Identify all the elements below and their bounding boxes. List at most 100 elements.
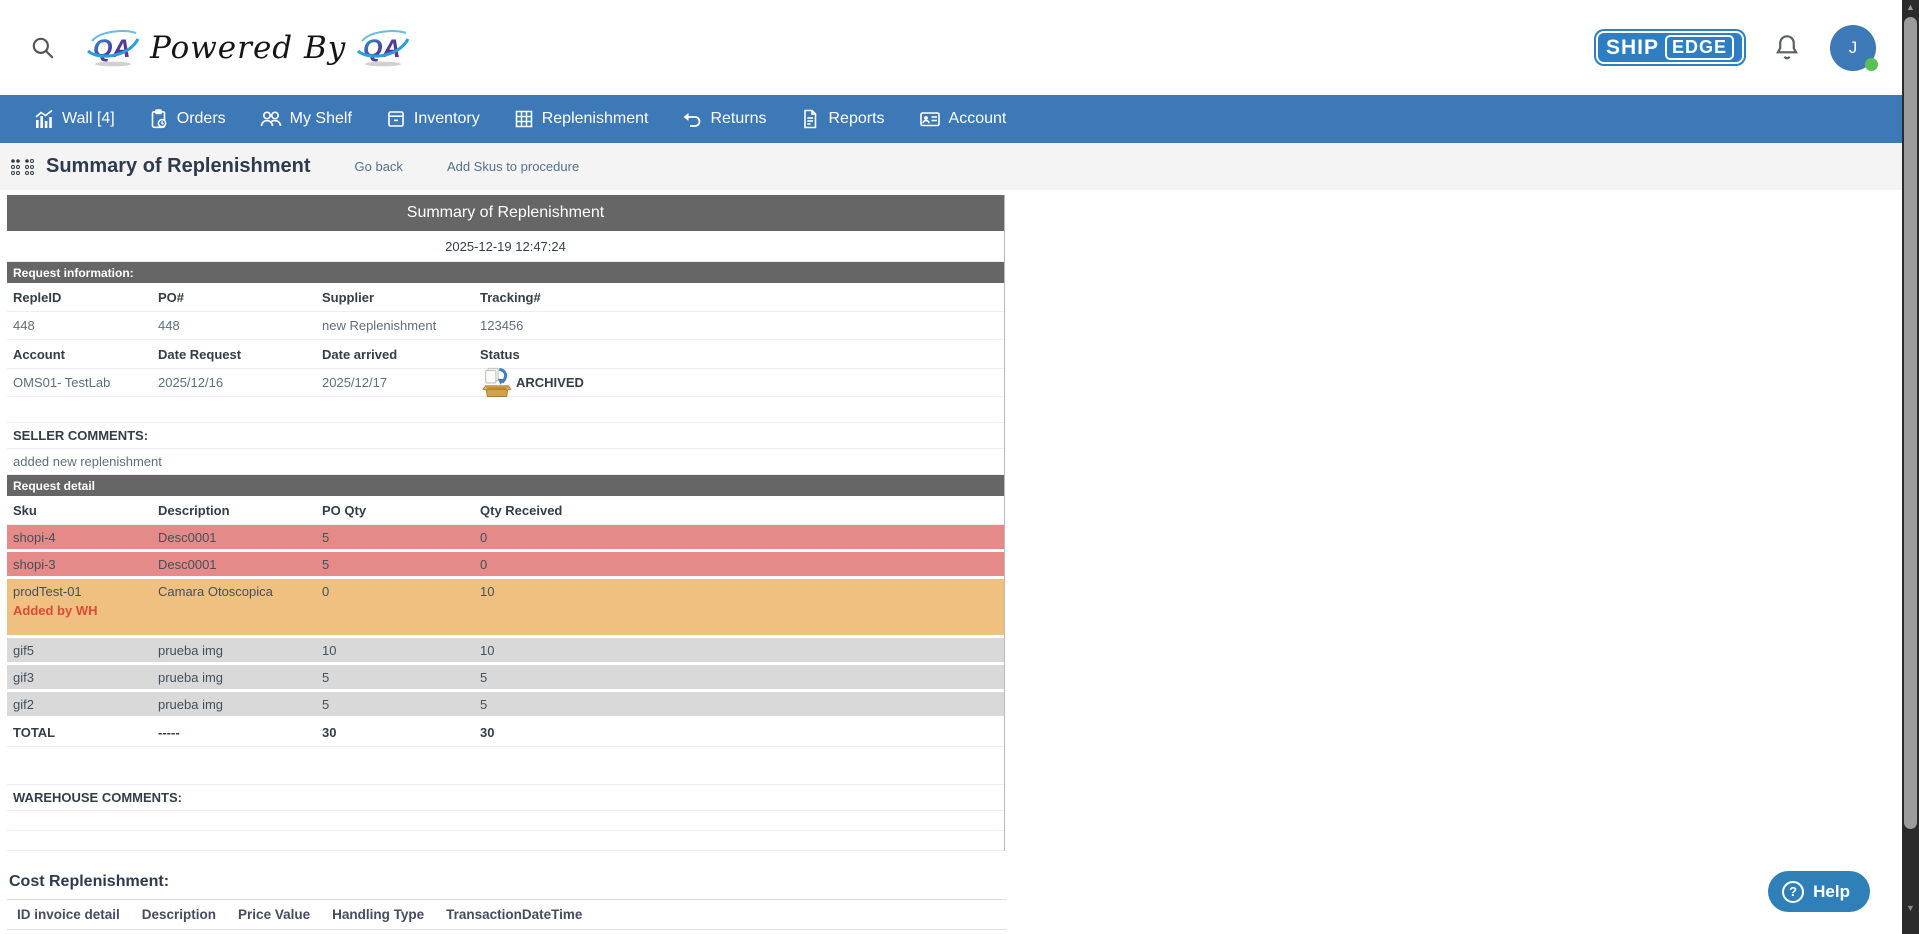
brand-logo: QA Powered By QA [86, 27, 410, 69]
request-info-value-row: 448 448 new Replenishment 123456 [7, 312, 1004, 340]
sku-cell: prodTest-01 Added by WH [7, 584, 152, 618]
description-cell: Camara Otoscopica [158, 584, 273, 599]
request-information-section-header: Request information: [7, 262, 1004, 283]
user-avatar[interactable]: J [1830, 24, 1878, 71]
po-qty-cell: 5 [322, 696, 330, 712]
dots-grid-icon [11, 158, 34, 175]
total-po-qty: 30 [322, 725, 337, 740]
status-badge: ARCHIVED [480, 366, 1004, 400]
cell: 2025/12/16 [158, 375, 224, 390]
shipedge-ship-text: SHIP [1605, 35, 1659, 59]
nav-label: Orders [176, 110, 226, 127]
nav-item-account[interactable]: Account [919, 109, 1006, 129]
nav-item-my-shelf[interactable]: My Shelf [260, 109, 352, 129]
top-header: QA Powered By QA SHIP EDGE [0, 0, 1902, 95]
svg-text:QA: QA [93, 35, 131, 63]
col-header: RepleID [13, 289, 62, 305]
nav-label: Wall [4] [62, 110, 115, 127]
search-icon[interactable] [26, 31, 60, 65]
qa-logo-icon: QA [357, 29, 410, 66]
nav-item-returns[interactable]: Returns [682, 109, 766, 129]
nav-label: My Shelf [289, 110, 352, 127]
undo-icon [683, 113, 701, 127]
cost-table-header-row: ID invoice detail Description Price Valu… [7, 899, 1007, 930]
col-header: PO Qty [322, 502, 367, 518]
nav-label: Replenishment [541, 110, 649, 127]
request-info-value-row: OMS01- TestLab 2025/12/16 2025/12/17 [7, 366, 1004, 400]
scrollbar-up-arrow-icon[interactable]: ▲ [1906, 2, 1915, 12]
cost-replenishment-title: Cost Replenishment: [9, 873, 170, 890]
table-row: prodTest-01 Added by WH Camara Otoscopic… [7, 579, 1004, 638]
request-detail-header-row: Sku Description PO Qty Qty Received [7, 496, 1004, 525]
col-header: Tracking# [480, 289, 541, 305]
description-cell: Desc0001 [158, 556, 217, 572]
col-header: Description [158, 502, 230, 518]
clipboard-icon [151, 109, 167, 129]
qty-received-cell: 10 [480, 584, 495, 599]
table-row: shopi-4 Desc0001 5 0 [7, 525, 1004, 552]
status-label: ARCHIVED [516, 375, 584, 390]
po-qty-cell: 5 [322, 556, 330, 572]
people-icon [260, 111, 281, 127]
nav-item-replenishment[interactable]: Replenishment [514, 109, 649, 129]
col-header: Qty Received [480, 502, 563, 518]
nav-item-wall[interactable]: Wall [4] [34, 109, 115, 129]
total-label: TOTAL [13, 725, 56, 740]
qty-received-cell: 5 [480, 669, 488, 685]
help-button[interactable]: ? Help [1768, 871, 1870, 912]
nav-item-orders[interactable]: Orders [149, 109, 226, 129]
col-header: Status [480, 346, 520, 362]
col-header: Handling Type [332, 907, 425, 922]
scrollbar-thumb[interactable] [1904, 17, 1917, 829]
help-label: Help [1813, 881, 1850, 901]
total-description: ----- [158, 725, 180, 740]
bar-chart-icon [35, 109, 53, 128]
cell: 123456 [480, 318, 524, 333]
seller-comments-label: SELLER COMMENTS: [7, 423, 1004, 449]
replenishment-summary-table: Summary of Replenishment 2025-12-19 12:4… [7, 195, 1005, 851]
description-cell: prueba img [158, 642, 224, 658]
grid-icon [515, 110, 532, 128]
col-header: TransactionDateTime [446, 907, 583, 922]
svg-text:QA: QA [363, 35, 401, 63]
empty-row [7, 747, 1004, 785]
description-cell: Desc0001 [158, 529, 217, 545]
sku-text: prodTest-01 [13, 584, 82, 599]
empty-row [7, 397, 1004, 423]
table-row: gif3 prueba img 5 5 [7, 665, 1004, 692]
id-card-icon [919, 112, 940, 127]
cell: new Replenishment [322, 318, 437, 333]
col-header: Date Request [158, 346, 242, 362]
vertical-scrollbar[interactable]: ▲ ▼ [1902, 0, 1919, 934]
scrollbar-down-arrow-icon[interactable]: ▼ [1906, 903, 1915, 913]
empty-row [7, 831, 1004, 851]
add-skus-link[interactable]: Add Skus to procedure [446, 159, 580, 174]
archive-box-icon [482, 367, 512, 397]
cell: OMS01- TestLab [13, 375, 111, 390]
go-back-link[interactable]: Go back [354, 159, 403, 174]
po-qty-cell: 5 [322, 669, 330, 685]
notifications-bell-icon[interactable] [1772, 32, 1802, 64]
qty-received-cell: 0 [480, 556, 488, 572]
cell: 448 [13, 318, 35, 333]
qty-received-cell: 5 [480, 696, 488, 712]
request-info-header-row: RepleID PO# Supplier Tracking# [7, 283, 1004, 312]
total-row: TOTAL ----- 30 30 [7, 719, 1004, 747]
powered-by-text: Powered By [150, 29, 347, 66]
col-header: PO# [158, 289, 185, 305]
po-qty-cell: 5 [322, 529, 330, 545]
nav-item-inventory[interactable]: Inventory [386, 109, 480, 129]
col-header: Date arrived [322, 346, 398, 362]
nav-label: Inventory [413, 110, 480, 127]
warehouse-comments-label: WAREHOUSE COMMENTS: [7, 785, 1004, 811]
col-header: Supplier [322, 289, 375, 305]
description-cell: prueba img [158, 696, 224, 712]
description-cell: prueba img [158, 669, 224, 685]
table-row: gif5 prueba img 10 10 [7, 638, 1004, 665]
online-status-dot [1865, 57, 1878, 71]
col-header: Description [141, 907, 217, 922]
request-info-header-row: Account Date Request Date arrived Status [7, 340, 1004, 369]
cell: 2025/12/17 [322, 375, 388, 390]
nav-item-reports[interactable]: Reports [800, 109, 885, 129]
